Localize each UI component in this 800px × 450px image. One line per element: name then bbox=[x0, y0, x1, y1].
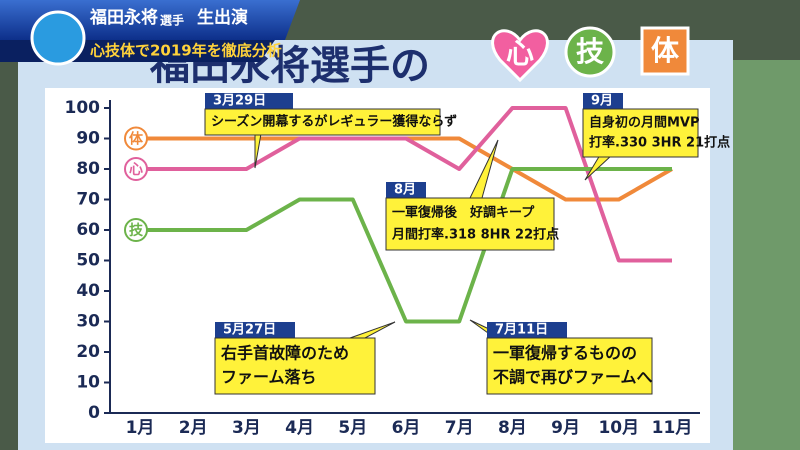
y-tick-label: 100 bbox=[65, 98, 101, 118]
x-tick-label: 11月 bbox=[652, 418, 693, 438]
show-logo bbox=[30, 10, 86, 66]
x-tick-label: 3月 bbox=[232, 418, 261, 438]
legend-label: 技 bbox=[129, 222, 144, 239]
callout-tab bbox=[215, 322, 295, 338]
callout-tab bbox=[205, 93, 293, 109]
callout-box bbox=[582, 108, 699, 158]
callout-date: 7月11日 bbox=[495, 323, 548, 338]
icon-label: 心 bbox=[506, 37, 534, 70]
callout-tab bbox=[583, 93, 623, 109]
x-tick-label: 9月 bbox=[551, 418, 580, 438]
guest-suffix: 選手 bbox=[160, 13, 184, 28]
callout-text: 右手首故障のため bbox=[221, 344, 349, 363]
circle-icon bbox=[564, 26, 616, 78]
callout-text: 月間打率.318 8HR 22打点 bbox=[391, 227, 559, 243]
callout-date: 8月 bbox=[394, 183, 416, 198]
callout-text: 自身初の月間MVP bbox=[589, 115, 700, 131]
y-tick-label: 60 bbox=[76, 220, 100, 240]
series-badge bbox=[124, 157, 148, 181]
studio-wall bbox=[730, 60, 800, 450]
y-tick-label: 80 bbox=[76, 159, 100, 179]
callout-tab bbox=[487, 322, 567, 338]
callout-tab bbox=[386, 182, 426, 198]
callout-text: 打率.330 3HR 21打点 bbox=[589, 135, 730, 151]
x-tick-label: 4月 bbox=[285, 418, 314, 438]
live-label: 生出演 bbox=[197, 7, 248, 28]
y-tick-label: 70 bbox=[76, 190, 100, 210]
x-tick-label: 10月 bbox=[598, 418, 639, 438]
callout-box bbox=[214, 337, 376, 395]
callout-box bbox=[204, 108, 441, 136]
callout-text: 一軍復帰後 好調キープ bbox=[392, 205, 535, 221]
y-tick-label: 40 bbox=[76, 281, 100, 301]
y-tick-label: 20 bbox=[76, 342, 100, 362]
callout-box bbox=[385, 197, 555, 251]
header-subtitle: 心技体で2019年を徹底分析 bbox=[90, 42, 282, 60]
square-icon bbox=[640, 26, 690, 76]
y-tick-label: 90 bbox=[76, 129, 100, 149]
legend-label: 体 bbox=[129, 131, 144, 148]
callout-text: ファーム落ち bbox=[221, 368, 317, 387]
y-tick-label: 30 bbox=[76, 312, 100, 332]
x-tick-label: 5月 bbox=[338, 418, 367, 438]
x-tick-label: 1月 bbox=[126, 418, 155, 438]
legend-label: 心 bbox=[129, 162, 143, 178]
x-tick-label: 2月 bbox=[179, 418, 208, 438]
callout-date: 9月 bbox=[591, 94, 613, 109]
y-tick-label: 50 bbox=[76, 251, 100, 271]
icon-label: 体 bbox=[651, 34, 680, 67]
heart-icon bbox=[491, 29, 549, 83]
icon-label: 技 bbox=[576, 35, 604, 68]
y-tick-label: 0 bbox=[88, 403, 100, 423]
callout-date: 3月29日 bbox=[213, 94, 266, 109]
callout-text: 一軍復帰するものの bbox=[493, 344, 637, 363]
callout-box bbox=[486, 337, 653, 395]
series-line bbox=[140, 106, 672, 263]
callout-date: 5月27日 bbox=[223, 323, 276, 338]
x-tick-label: 8月 bbox=[498, 418, 527, 438]
series-line bbox=[140, 167, 672, 324]
guest-name: 福田永将 bbox=[89, 7, 158, 28]
callout-text: シーズン開幕するがレギュラー獲得ならず bbox=[211, 114, 457, 130]
x-tick-label: 6月 bbox=[392, 418, 421, 438]
x-tick-label: 7月 bbox=[445, 418, 474, 438]
callout-text: 不調で再びファームへ bbox=[493, 368, 653, 387]
series-badge bbox=[124, 218, 148, 242]
y-tick-label: 10 bbox=[76, 373, 100, 393]
series-badge bbox=[124, 126, 148, 151]
